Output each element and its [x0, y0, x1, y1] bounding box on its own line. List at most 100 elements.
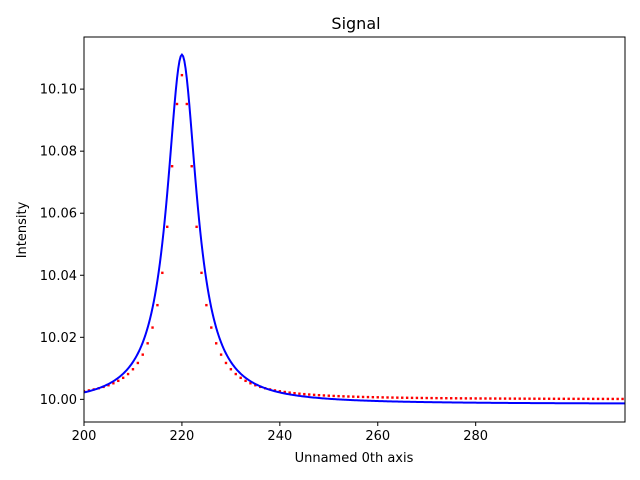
data-point	[484, 397, 487, 400]
data-point	[224, 361, 228, 365]
chart-title: Signal	[331, 14, 380, 33]
x-tick-label: 220	[170, 429, 195, 444]
fit-line	[84, 53, 625, 405]
data-point	[415, 396, 419, 400]
data-point	[288, 391, 291, 394]
data-point	[121, 376, 125, 380]
data-point	[430, 396, 433, 400]
data-point	[156, 303, 159, 307]
x-axis-ticks: 200 220 240 260 280	[72, 422, 488, 444]
data-point	[513, 397, 517, 400]
data-point	[170, 165, 174, 168]
data-point	[117, 379, 120, 383]
data-point	[587, 397, 590, 401]
data-point	[136, 361, 140, 365]
y-tick-label: 10.04	[40, 269, 77, 284]
data-point	[278, 390, 282, 393]
data-point	[405, 396, 409, 399]
data-point	[557, 397, 561, 400]
data-point	[523, 397, 526, 400]
data-point	[214, 342, 218, 345]
data-point	[200, 271, 203, 275]
data-point	[332, 394, 335, 398]
data-point	[337, 394, 340, 398]
data-point	[244, 379, 247, 383]
data-point	[376, 396, 379, 399]
data-point	[141, 353, 144, 356]
data-point	[366, 395, 370, 399]
data-point	[342, 395, 345, 398]
data-point	[293, 391, 296, 395]
data-point	[552, 397, 556, 400]
data-point	[396, 396, 399, 399]
data-point	[474, 397, 477, 400]
data-point	[303, 392, 306, 396]
data-point	[347, 395, 350, 398]
data-point	[596, 397, 600, 401]
data-point	[572, 397, 575, 401]
x-tick-label: 280	[463, 429, 488, 444]
data-point	[498, 397, 502, 400]
data-point	[518, 397, 521, 400]
data-point	[361, 395, 365, 399]
data-point	[538, 397, 541, 400]
data-point	[131, 368, 135, 371]
data-point	[190, 165, 193, 168]
data-point	[161, 271, 164, 275]
data-point	[126, 372, 130, 376]
data-point	[249, 382, 252, 385]
y-tick-label: 10.02	[40, 331, 77, 346]
data-point	[234, 372, 237, 376]
data-point	[440, 396, 443, 400]
data-point	[508, 397, 512, 400]
data-point	[210, 326, 213, 329]
data-point	[454, 397, 458, 400]
data-point	[298, 392, 301, 395]
data-point	[185, 102, 189, 106]
data-point	[449, 397, 453, 400]
data-point	[621, 397, 624, 401]
data-point	[464, 397, 468, 400]
data-point	[567, 397, 570, 401]
data-point	[391, 396, 394, 399]
x-tick-label: 240	[267, 429, 292, 444]
data-point	[166, 225, 169, 229]
data-point	[577, 397, 580, 401]
data-point	[352, 395, 355, 398]
y-axis-label: Intensity	[15, 201, 30, 258]
y-axis-ticks: 10.00 10.02 10.04 10.06 10.08 10.10	[40, 83, 84, 408]
data-point	[606, 397, 610, 401]
data-point	[445, 397, 448, 400]
data-point	[283, 390, 286, 394]
data-point	[479, 397, 482, 400]
data-point	[151, 326, 154, 329]
y-tick-label: 10.06	[40, 207, 77, 222]
data-point	[219, 353, 223, 356]
data-point	[503, 397, 507, 400]
axes-frame	[83, 36, 626, 423]
data-point	[239, 376, 242, 380]
data-point	[435, 396, 438, 400]
x-tick-label: 260	[365, 429, 390, 444]
data-point	[425, 396, 428, 400]
data-point	[205, 303, 208, 307]
data-point	[254, 384, 257, 387]
data-point	[180, 73, 184, 77]
data-point	[327, 394, 330, 397]
data-point	[371, 395, 375, 399]
y-tick-label: 10.10	[40, 83, 77, 98]
data-point	[494, 397, 497, 400]
data-point	[410, 396, 414, 400]
data-point	[543, 397, 546, 400]
data-point	[420, 396, 424, 400]
y-tick-label: 10.08	[40, 145, 77, 160]
data-point	[459, 397, 463, 400]
data-point	[195, 225, 198, 229]
data-point	[611, 397, 614, 401]
data-point	[616, 397, 619, 401]
data-point	[84, 390, 86, 393]
data-point	[381, 396, 384, 399]
data-point	[528, 397, 531, 400]
